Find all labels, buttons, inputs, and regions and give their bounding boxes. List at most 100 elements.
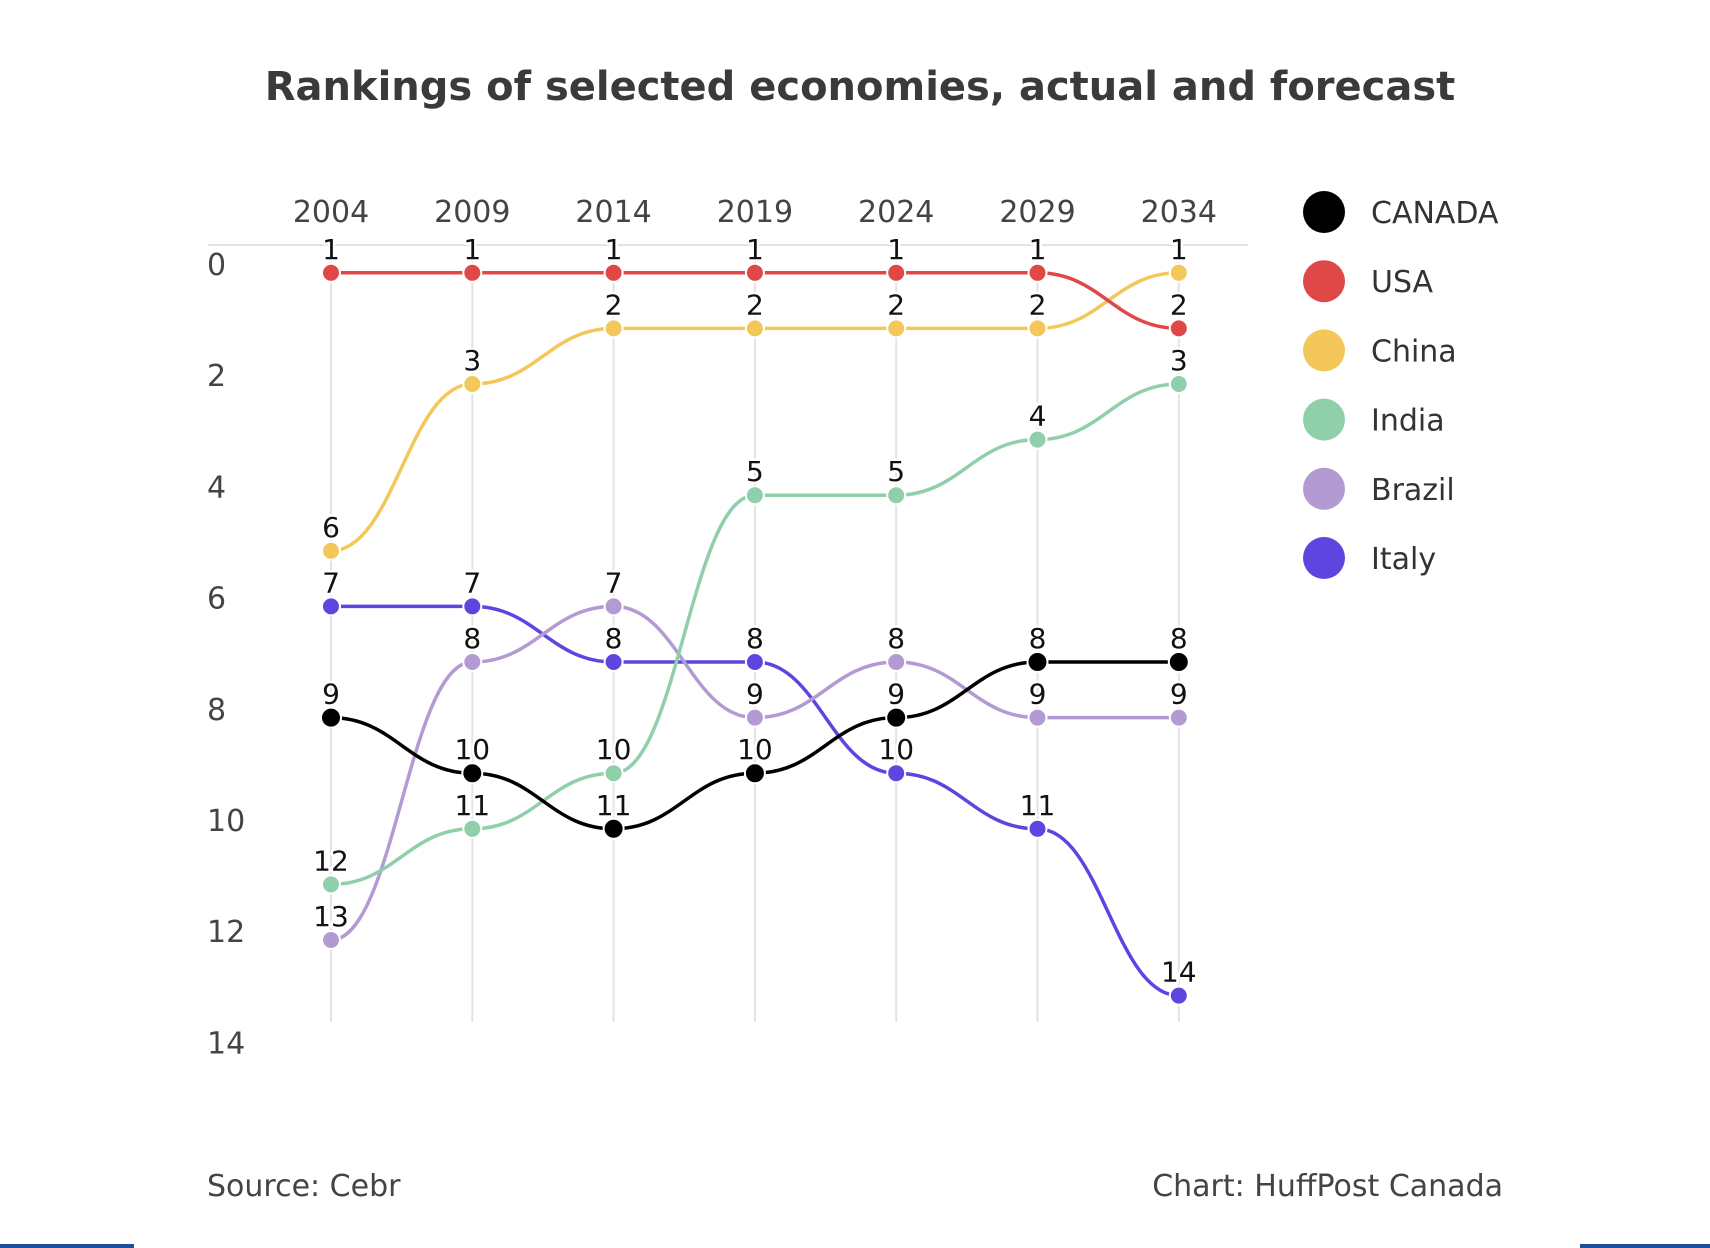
label-usa-2004: 1 <box>322 233 340 266</box>
label-canada-2004: 9 <box>322 678 340 711</box>
y-tick-12: 12 <box>207 915 245 950</box>
point-italy-2019 <box>744 652 765 672</box>
y-tick-10: 10 <box>207 804 245 839</box>
label-usa-2029: 1 <box>1029 233 1047 266</box>
point-china-2024 <box>886 318 907 339</box>
label-brazil-2014: 7 <box>605 566 623 599</box>
point-canada-2029 <box>1026 651 1049 673</box>
point-brazil-2024 <box>886 652 907 672</box>
point-brazil-2034 <box>1168 707 1189 728</box>
x-tick-2004: 2004 <box>293 195 369 230</box>
x-tick-2029: 2029 <box>999 195 1075 230</box>
label-brazil-2009: 8 <box>463 622 481 655</box>
chart-title: Rankings of selected economies, actual a… <box>265 64 1456 110</box>
point-china-2014 <box>603 318 624 339</box>
label-italy-2029: 11 <box>1020 789 1056 822</box>
y-tick-14: 14 <box>207 1026 245 1061</box>
label-india-2014: 10 <box>596 733 632 766</box>
label-brazil-2034: 9 <box>1170 678 1188 711</box>
x-tick-2009: 2009 <box>434 195 510 230</box>
label-india-2029: 4 <box>1029 400 1047 433</box>
label-canada-2024: 9 <box>887 678 905 711</box>
point-italy-2014 <box>603 652 624 672</box>
point-usa-2009 <box>462 262 483 283</box>
y-tick-6: 6 <box>207 582 226 617</box>
legend-swatch-usa <box>1303 260 1345 303</box>
line-brazil <box>329 604 1181 942</box>
bottom-edge-bar-right <box>1580 1244 1710 1248</box>
point-usa-2029 <box>1027 262 1048 283</box>
label-italy-2019: 8 <box>746 622 764 655</box>
label-china-2009: 3 <box>463 344 481 377</box>
x-tick-2014: 2014 <box>575 195 651 230</box>
point-china-2029 <box>1027 318 1048 339</box>
point-china-2019 <box>744 318 765 339</box>
label-italy-2024: 10 <box>878 733 914 766</box>
point-canada-2009 <box>461 762 484 785</box>
legend-label-usa: USA <box>1371 265 1434 300</box>
point-canada-2004 <box>320 706 342 729</box>
x-tick-2024: 2024 <box>858 195 934 230</box>
point-india-2014 <box>603 763 624 784</box>
label-italy-2034: 14 <box>1161 956 1197 989</box>
label-canada-2019: 10 <box>737 733 773 766</box>
point-usa-2034 <box>1168 318 1189 339</box>
label-italy-2009: 7 <box>463 566 481 599</box>
chart-credit: Chart: HuffPost Canada <box>1152 1169 1503 1204</box>
label-canada-2009: 10 <box>454 733 490 766</box>
label-china-2029: 2 <box>1029 288 1047 321</box>
point-usa-2024 <box>886 262 907 283</box>
point-india-2029 <box>1027 429 1048 450</box>
legend: CANADA USA China India Brazil Italy <box>1303 191 1499 579</box>
point-brazil-2029 <box>1027 707 1048 728</box>
point-italy-2004 <box>321 596 341 617</box>
y-axis-ticks: 0 2 4 6 8 10 12 14 <box>207 248 245 1061</box>
label-canada-2029: 8 <box>1029 622 1047 655</box>
label-usa-2014: 1 <box>605 233 623 266</box>
point-brazil-2019 <box>744 707 765 728</box>
y-tick-0: 0 <box>207 248 226 283</box>
point-india-2019 <box>744 485 765 506</box>
label-china-2024: 2 <box>887 288 905 321</box>
x-axis-ticks: 2004 2009 2014 2019 2024 2029 2034 <box>293 195 1217 230</box>
point-italy-2009 <box>462 596 483 617</box>
label-canada-2034: 8 <box>1170 622 1188 655</box>
label-brazil-2024: 8 <box>887 622 905 655</box>
legend-label-italy: Italy <box>1371 542 1436 577</box>
series-points <box>320 262 1190 1006</box>
legend-label-brazil: Brazil <box>1371 473 1455 508</box>
label-usa-2034: 2 <box>1170 288 1188 321</box>
label-india-2024: 5 <box>887 455 905 488</box>
label-brazil-2004: 13 <box>313 900 349 933</box>
label-usa-2009: 1 <box>463 233 481 266</box>
point-india-2004 <box>321 874 341 895</box>
label-usa-2024: 1 <box>887 233 905 266</box>
legend-swatch-italy <box>1303 537 1345 579</box>
point-brazil-2009 <box>462 652 483 672</box>
label-china-2014: 2 <box>605 288 623 321</box>
point-india-2024 <box>886 485 907 506</box>
point-italy-2024 <box>886 763 907 784</box>
label-china-2004: 6 <box>322 511 340 544</box>
x-tick-2034: 2034 <box>1141 195 1217 230</box>
legend-swatch-brazil <box>1303 467 1345 510</box>
legend-label-china: China <box>1371 334 1457 369</box>
point-china-2004 <box>321 540 341 561</box>
label-china-2034: 1 <box>1170 233 1188 266</box>
label-india-2019: 5 <box>746 455 764 488</box>
point-brazil-2014 <box>603 596 624 617</box>
point-china-2034 <box>1168 262 1189 283</box>
point-india-2009 <box>462 818 483 839</box>
point-canada-2019 <box>743 762 766 785</box>
line-italy <box>329 604 1181 998</box>
label-india-2034: 3 <box>1170 344 1188 377</box>
legend-swatch-china <box>1303 329 1345 372</box>
label-canada-2014: 11 <box>596 789 632 822</box>
point-canada-2024 <box>885 706 908 729</box>
point-brazil-2004 <box>321 930 341 950</box>
point-india-2034 <box>1168 374 1189 394</box>
point-usa-2004 <box>321 262 341 283</box>
point-italy-2034 <box>1168 985 1189 1006</box>
